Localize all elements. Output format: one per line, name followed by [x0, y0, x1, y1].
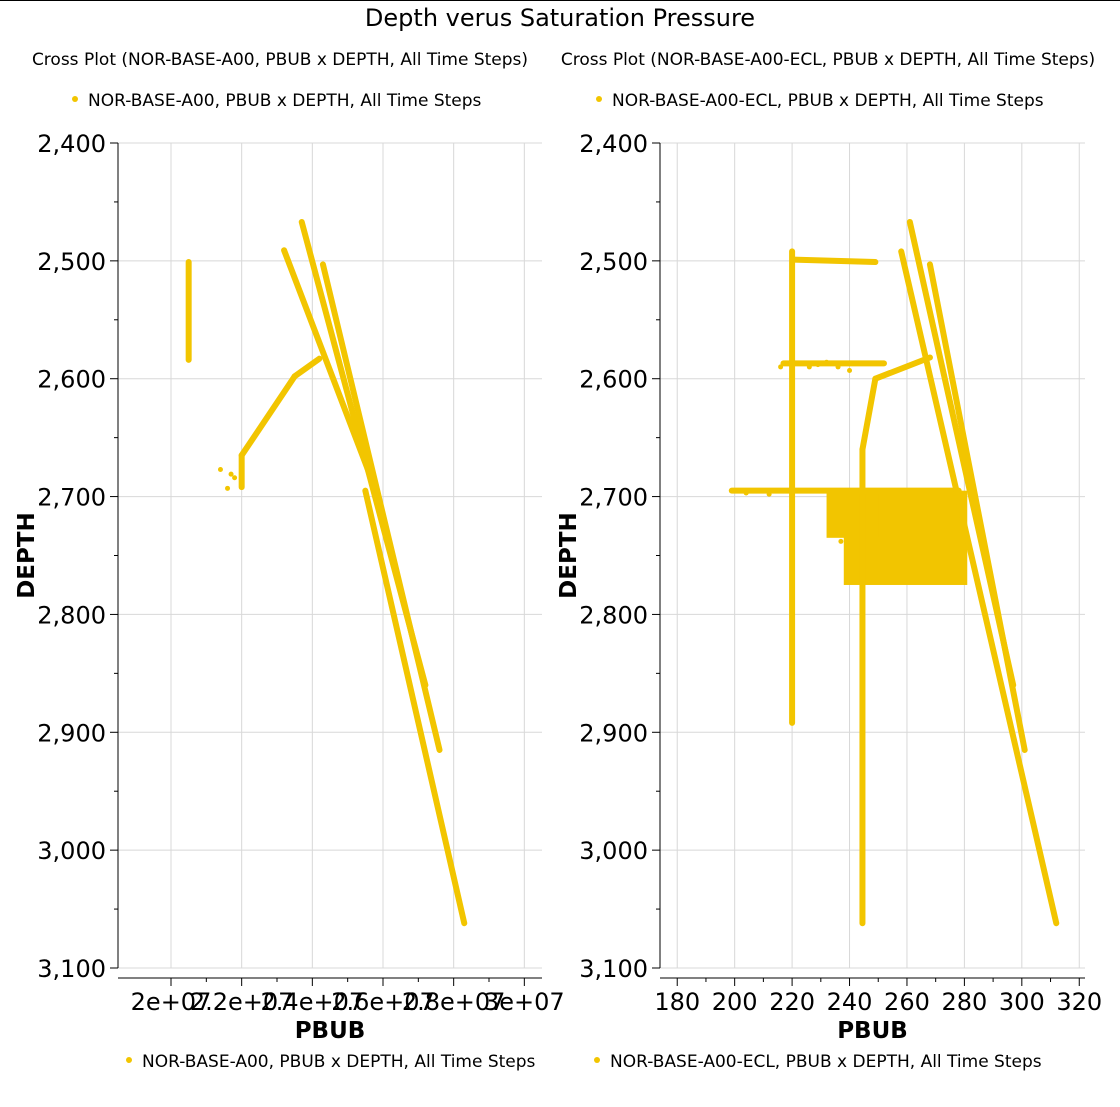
data-point: [225, 485, 231, 491]
x-tick-label: 320: [1056, 988, 1102, 1016]
data-point: [824, 359, 830, 365]
legend-marker-icon: [596, 96, 602, 102]
x-tick-label: 220: [769, 988, 815, 1016]
data-point: [186, 259, 192, 265]
data-point: [778, 364, 784, 370]
data-point: [766, 491, 772, 497]
data-point-band: [926, 261, 1028, 753]
x-axis-title: PBUB: [837, 1018, 908, 1044]
data-point: [806, 364, 812, 370]
right-legend-bottom: NOR-BASE-A00-ECL, PBUB x DEPTH, All Time…: [594, 1052, 1042, 1072]
data-point: [743, 490, 749, 496]
data-point-band: [362, 487, 468, 927]
y-tick-label: 3,000: [579, 837, 648, 865]
data-point-band: [790, 256, 879, 266]
x-tick-label: 240: [827, 988, 873, 1016]
y-axis-title: DEPTH: [14, 512, 40, 599]
y-tick-label: 2,900: [37, 719, 106, 747]
y-tick-label: 2,500: [37, 248, 106, 276]
y-tick-label: 2,400: [37, 130, 106, 158]
left-cross-plot: 2,400 2,500 2,600 2,700 2,800 2,900 3,000 3,100…: [14, 130, 565, 1044]
data-point-band: [859, 375, 879, 453]
data-point-band: [898, 248, 1060, 927]
left-legend-top: NOR-BASE-A00, PBUB x DEPTH, All Time Ste…: [72, 91, 481, 111]
data-point: [815, 362, 821, 368]
x-axis-title: PBUB: [295, 1018, 366, 1044]
x-tick-label: 280: [941, 988, 987, 1016]
left-legend-top-label: NOR-BASE-A00, PBUB x DEPTH, All Time Ste…: [88, 91, 482, 111]
data-point: [461, 920, 467, 926]
y-tick-label: 2,600: [37, 366, 106, 394]
x-tick-label: 2.4e+07: [261, 988, 365, 1016]
y-tick-label: 2,800: [579, 601, 648, 629]
left-plot-subtitle: Cross Plot (NOR-BASE-A00, PBUB x DEPTH, …: [31, 50, 529, 70]
left-legend-bottom-label: NOR-BASE-A00, PBUB x DEPTH, All Time Ste…: [142, 1052, 536, 1072]
x-tick-label: 2e+07: [131, 988, 212, 1016]
y-tick-label: 2,500: [579, 248, 648, 276]
top-border: [0, 0, 1120, 1]
data-point: [228, 471, 234, 477]
y-tick-label: 2,400: [579, 130, 648, 158]
data-point: [217, 466, 223, 472]
y-tick-label: 3,100: [37, 955, 106, 983]
data-point: [789, 720, 795, 726]
x-tick-label: 200: [712, 988, 758, 1016]
x-tick-label: 2.8e+07: [402, 988, 506, 1016]
data-point: [847, 367, 853, 373]
legend-marker-icon: [126, 1057, 132, 1063]
y-tick-label: 3,100: [579, 955, 648, 983]
data-point: [835, 364, 841, 370]
y-tick-label: 2,700: [579, 484, 648, 512]
legend-marker-icon: [594, 1057, 600, 1063]
y-tick-label: 3,000: [37, 837, 106, 865]
data-point: [1053, 920, 1059, 926]
data-point: [832, 529, 838, 535]
data-point: [232, 475, 238, 481]
data-point-band: [319, 261, 443, 753]
legend-marker-icon: [72, 96, 78, 102]
x-tick-label: 180: [654, 988, 700, 1016]
x-tick-label: 2.6e+07: [331, 988, 435, 1016]
right-legend-top: NOR-BASE-A00-ECL, PBUB x DEPTH, All Time…: [596, 91, 1044, 111]
y-tick-label: 2,700: [37, 484, 106, 512]
data-point: [838, 538, 844, 544]
x-tick-label: 260: [884, 988, 930, 1016]
y-tick-label: 2,900: [579, 719, 648, 747]
data-point: [729, 488, 735, 494]
chart-title: Depth verus Saturation Pressure: [364, 4, 756, 32]
x-tick-label: 3e+07: [484, 988, 565, 1016]
left-legend-bottom: NOR-BASE-A00, PBUB x DEPTH, All Time Ste…: [126, 1052, 535, 1072]
right-plot-subtitle: Cross Plot (NOR-BASE-A00-ECL, PBUB x DEP…: [560, 50, 1096, 70]
right-cross-plot: 2,400 2,500 2,600 2,700 2,800 2,900 3,000 3,100…: [556, 130, 1102, 1044]
data-point-band: [291, 355, 323, 380]
x-tick-label: 300: [999, 988, 1045, 1016]
data-point: [859, 920, 865, 926]
right-legend-bottom-label: NOR-BASE-A00-ECL, PBUB x DEPTH, All Time…: [610, 1052, 1042, 1072]
right-legend-top-label: NOR-BASE-A00-ECL, PBUB x DEPTH, All Time…: [612, 91, 1044, 111]
y-tick-label: 2,600: [579, 366, 648, 394]
data-point-band: [872, 354, 933, 382]
data-point-band: [238, 373, 298, 459]
y-axis-title: DEPTH: [556, 512, 582, 599]
x-tick-label: 2.2e+07: [190, 988, 294, 1016]
y-tick-label: 2,800: [37, 601, 106, 629]
